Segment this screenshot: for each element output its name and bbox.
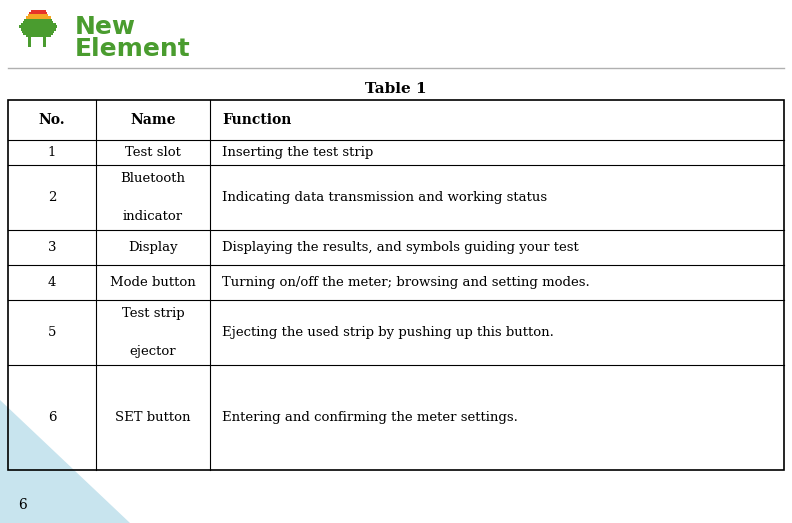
Text: Inserting the test strip: Inserting the test strip — [222, 146, 373, 159]
Text: 1: 1 — [48, 146, 56, 159]
Bar — [21, 30, 54, 33]
Text: Table 1: Table 1 — [365, 82, 427, 96]
Text: 6: 6 — [18, 498, 27, 512]
Text: Name: Name — [130, 113, 176, 127]
Text: Turning on/off the meter; browsing and setting modes.: Turning on/off the meter; browsing and s… — [222, 276, 590, 289]
Text: 3: 3 — [48, 241, 56, 254]
Text: Entering and confirming the meter settings.: Entering and confirming the meter settin… — [222, 411, 518, 424]
Text: Display: Display — [128, 241, 178, 254]
Bar — [28, 38, 31, 48]
Text: Ejecting the used strip by pushing up this button.: Ejecting the used strip by pushing up th… — [222, 326, 554, 339]
Text: Displaying the results, and symbols guiding your test: Displaying the results, and symbols guid… — [222, 241, 579, 254]
Text: Indicating data transmission and working status: Indicating data transmission and working… — [222, 191, 547, 204]
Text: Function: Function — [222, 113, 291, 127]
Polygon shape — [0, 400, 130, 523]
Bar — [29, 12, 47, 15]
Text: Element: Element — [75, 37, 191, 61]
Bar — [23, 32, 53, 35]
Text: SET button: SET button — [116, 411, 191, 424]
Text: 4: 4 — [48, 276, 56, 289]
Bar — [43, 38, 46, 48]
Bar — [8, 100, 784, 470]
Text: New: New — [75, 15, 136, 39]
Text: Mode button: Mode button — [110, 276, 196, 289]
Bar — [23, 21, 53, 24]
Text: Bluetooth

indicator: Bluetooth indicator — [120, 172, 185, 223]
Text: Test slot: Test slot — [125, 146, 181, 159]
Text: 5: 5 — [48, 326, 56, 339]
Bar — [25, 18, 51, 22]
Bar — [25, 16, 51, 19]
Bar — [19, 25, 57, 28]
Text: 2: 2 — [48, 191, 56, 204]
Bar — [25, 34, 51, 38]
Bar — [21, 23, 55, 26]
Bar — [28, 14, 48, 17]
Bar — [21, 28, 55, 31]
Text: No.: No. — [39, 113, 65, 127]
Text: 6: 6 — [48, 411, 56, 424]
Bar — [31, 9, 45, 13]
Text: Test strip

ejector: Test strip ejector — [122, 307, 185, 358]
